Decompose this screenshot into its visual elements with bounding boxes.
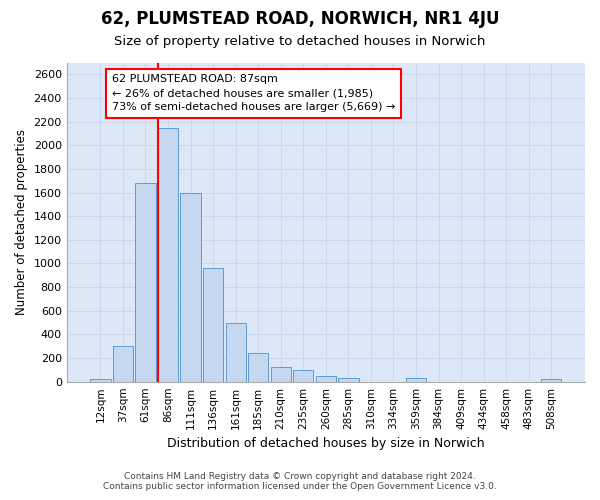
- Text: 62 PLUMSTEAD ROAD: 87sqm
← 26% of detached houses are smaller (1,985)
73% of sem: 62 PLUMSTEAD ROAD: 87sqm ← 26% of detach…: [112, 74, 395, 112]
- Bar: [248, 354, 268, 382]
- Bar: [113, 346, 133, 382]
- Bar: [406, 378, 426, 382]
- Text: 62, PLUMSTEAD ROAD, NORWICH, NR1 4JU: 62, PLUMSTEAD ROAD, NORWICH, NR1 4JU: [101, 10, 499, 28]
- Bar: [271, 368, 291, 382]
- Bar: [316, 376, 336, 382]
- Bar: [226, 322, 246, 382]
- Bar: [541, 380, 562, 382]
- X-axis label: Distribution of detached houses by size in Norwich: Distribution of detached houses by size …: [167, 437, 485, 450]
- Bar: [338, 378, 359, 382]
- Bar: [203, 268, 223, 382]
- Bar: [181, 192, 201, 382]
- Bar: [136, 183, 155, 382]
- Bar: [293, 370, 313, 382]
- Y-axis label: Number of detached properties: Number of detached properties: [15, 129, 28, 315]
- Text: Contains HM Land Registry data © Crown copyright and database right 2024.
Contai: Contains HM Land Registry data © Crown c…: [103, 472, 497, 491]
- Bar: [90, 378, 110, 382]
- Bar: [158, 128, 178, 382]
- Text: Size of property relative to detached houses in Norwich: Size of property relative to detached ho…: [115, 35, 485, 48]
